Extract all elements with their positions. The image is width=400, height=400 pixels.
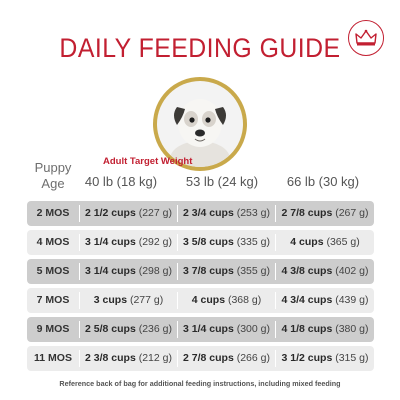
brand-badge	[348, 20, 384, 56]
grams-value: (292 g)	[138, 236, 172, 248]
cups-value: 2 7/8 cups	[281, 207, 333, 219]
column-header-53lb: 53 lb (24 kg)	[185, 174, 259, 189]
column-divider	[79, 321, 80, 338]
cups-value: 4 3/8 cups	[281, 265, 333, 277]
grams-value: (298 g)	[138, 265, 172, 277]
crown-icon	[355, 29, 377, 46]
column-divider	[275, 263, 276, 280]
column-divider	[177, 263, 178, 280]
table-cell: 2 3/4 cups (253 g)	[178, 201, 275, 226]
table-cell: 3 1/4 cups (292 g)	[80, 230, 177, 255]
grams-value: (315 g)	[335, 352, 369, 364]
puppy-photo	[157, 81, 243, 167]
puppy-photo-frame	[153, 77, 247, 171]
table-cell: 2 7/8 cups (267 g)	[276, 201, 374, 226]
cups-value: 4 cups	[191, 294, 226, 306]
column-divider	[177, 350, 178, 367]
column-header-66lb: 66 lb (30 kg)	[286, 174, 360, 189]
cups-value: 4 1/8 cups	[281, 323, 333, 335]
cups-value: 3 7/8 cups	[183, 265, 234, 277]
column-divider	[177, 292, 178, 309]
footnote: Reference back of bag for additional fee…	[59, 379, 341, 388]
grams-value: (439 g)	[335, 294, 369, 306]
column-divider	[177, 234, 178, 251]
table-row: 4 MOS 3 1/4 cups (292 g) 3 5/8 cups (335…	[27, 230, 374, 255]
table-cell: 3 cups (277 g)	[80, 288, 177, 313]
cups-value: 2 5/8 cups	[85, 323, 136, 335]
table-cell: 4 3/8 cups (402 g)	[276, 259, 374, 284]
row-age: 7 MOS	[36, 294, 70, 306]
column-divider	[275, 292, 276, 309]
grams-value: (368 g)	[227, 294, 262, 306]
grams-value: (402 g)	[335, 265, 369, 277]
grams-value: (365 g)	[326, 236, 360, 248]
table-cell: 2 3/8 cups (212 g)	[80, 346, 177, 371]
puppy-age-header-line1: Puppy	[34, 160, 72, 175]
column-header-40lb: 40 lb (18 kg)	[84, 174, 158, 189]
table-cell: 2 1/2 cups (227 g)	[80, 201, 177, 226]
table-cell: 4 3/4 cups (439 g)	[276, 288, 374, 313]
page-title: DAILY FEEDING GUIDE	[59, 33, 341, 63]
column-divider	[79, 263, 80, 280]
cups-value: 2 3/8 cups	[85, 352, 136, 364]
column-divider	[79, 205, 80, 222]
grams-value: (253 g)	[236, 207, 270, 219]
cups-value: 2 7/8 cups	[183, 352, 234, 364]
adult-target-weight-label: Adult Target Weight	[103, 156, 193, 167]
grams-value: (355 g)	[236, 265, 270, 277]
cups-value: 4 cups	[290, 236, 324, 248]
cups-value: 3 5/8 cups	[183, 236, 234, 248]
cups-value: 3 1/4 cups	[85, 265, 136, 277]
row-age: 2 MOS	[36, 207, 70, 219]
column-divider	[275, 321, 276, 338]
table-cell: 4 cups (368 g)	[178, 288, 275, 313]
table-cell: 4 cups (365 g)	[276, 230, 374, 255]
column-divider	[79, 350, 80, 367]
grams-value: (300 g)	[236, 323, 270, 335]
column-divider	[275, 205, 276, 222]
row-age: 5 MOS	[36, 265, 70, 277]
cups-value: 2 1/2 cups	[85, 207, 136, 219]
row-age: 11 MOS	[34, 352, 72, 364]
cups-value: 4 3/4 cups	[281, 294, 333, 306]
table-cell: 2 5/8 cups (236 g)	[80, 317, 177, 342]
table-cell: 3 1/2 cups (315 g)	[276, 346, 374, 371]
table-row: 11 MOS 2 3/8 cups (212 g) 2 7/8 cups (26…	[27, 346, 374, 371]
cups-value: 3 1/2 cups	[281, 352, 333, 364]
grams-value: (267 g)	[335, 207, 369, 219]
table-cell: 3 5/8 cups (335 g)	[178, 230, 275, 255]
grams-value: (212 g)	[138, 352, 172, 364]
grams-value: (266 g)	[236, 352, 270, 364]
cups-value: 3 1/4 cups	[85, 236, 136, 248]
table-row: 2 MOS 2 1/2 cups (227 g) 2 3/4 cups (253…	[27, 201, 374, 226]
grams-value: (335 g)	[236, 236, 270, 248]
row-age: 9 MOS	[36, 323, 70, 335]
column-divider	[79, 292, 80, 309]
column-divider	[177, 321, 178, 338]
puppy-age-header-line2: Age	[41, 176, 65, 191]
grams-value: (277 g)	[129, 294, 164, 306]
table-cell: 2 7/8 cups (266 g)	[178, 346, 275, 371]
puppy-age-header: Puppy Age	[28, 160, 78, 192]
column-divider	[275, 350, 276, 367]
column-divider	[177, 205, 178, 222]
column-divider	[275, 234, 276, 251]
table-row: 9 MOS 2 5/8 cups (236 g) 3 1/4 cups (300…	[27, 317, 374, 342]
row-age: 4 MOS	[36, 236, 70, 248]
cups-value: 3 cups	[93, 294, 128, 306]
cups-value: 3 1/4 cups	[183, 323, 234, 335]
table-cell: 3 1/4 cups (298 g)	[80, 259, 177, 284]
column-divider	[79, 234, 80, 251]
table-cell: 4 1/8 cups (380 g)	[276, 317, 374, 342]
grams-value: (227 g)	[138, 207, 172, 219]
table-cell: 3 7/8 cups (355 g)	[178, 259, 275, 284]
table-row: 5 MOS 3 1/4 cups (298 g) 3 7/8 cups (355…	[27, 259, 374, 284]
cups-value: 2 3/4 cups	[183, 207, 234, 219]
grams-value: (380 g)	[335, 323, 369, 335]
grams-value: (236 g)	[138, 323, 172, 335]
table-row: 7 MOS 3 cups (277 g) 4 cups (368 g) 4 3/…	[27, 288, 374, 313]
table-cell: 3 1/4 cups (300 g)	[178, 317, 275, 342]
